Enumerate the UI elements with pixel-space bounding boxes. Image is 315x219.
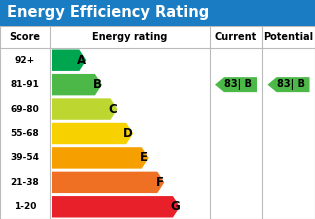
Text: Energy rating: Energy rating [92,32,168,42]
Text: 39-54: 39-54 [10,154,39,162]
Polygon shape [52,74,102,95]
Polygon shape [52,196,180,217]
Polygon shape [267,77,310,92]
Bar [0,0,315,26]
Bar [0,26,315,219]
Text: 92+: 92+ [15,56,35,65]
Polygon shape [52,123,133,144]
Text: 83| B: 83| B [224,79,252,90]
Text: F: F [155,176,163,189]
Text: Potential: Potential [263,32,313,42]
Text: C: C [108,102,117,116]
Polygon shape [52,172,164,193]
Text: 21-38: 21-38 [11,178,39,187]
Polygon shape [52,147,149,169]
Polygon shape [52,49,86,71]
Text: B: B [93,78,101,91]
Text: Score: Score [9,32,41,42]
Text: A: A [77,54,86,67]
Text: 81-91: 81-91 [11,80,39,89]
Polygon shape [215,77,257,92]
Text: 1-20: 1-20 [14,202,36,211]
Text: 83| B: 83| B [277,79,305,90]
Text: G: G [170,200,180,213]
Text: Current: Current [215,32,257,42]
Text: 55-68: 55-68 [11,129,39,138]
Text: 69-80: 69-80 [11,104,39,114]
Text: E: E [140,151,148,164]
Text: D: D [123,127,133,140]
Polygon shape [52,98,117,120]
Text: Energy Efficiency Rating: Energy Efficiency Rating [7,5,209,21]
